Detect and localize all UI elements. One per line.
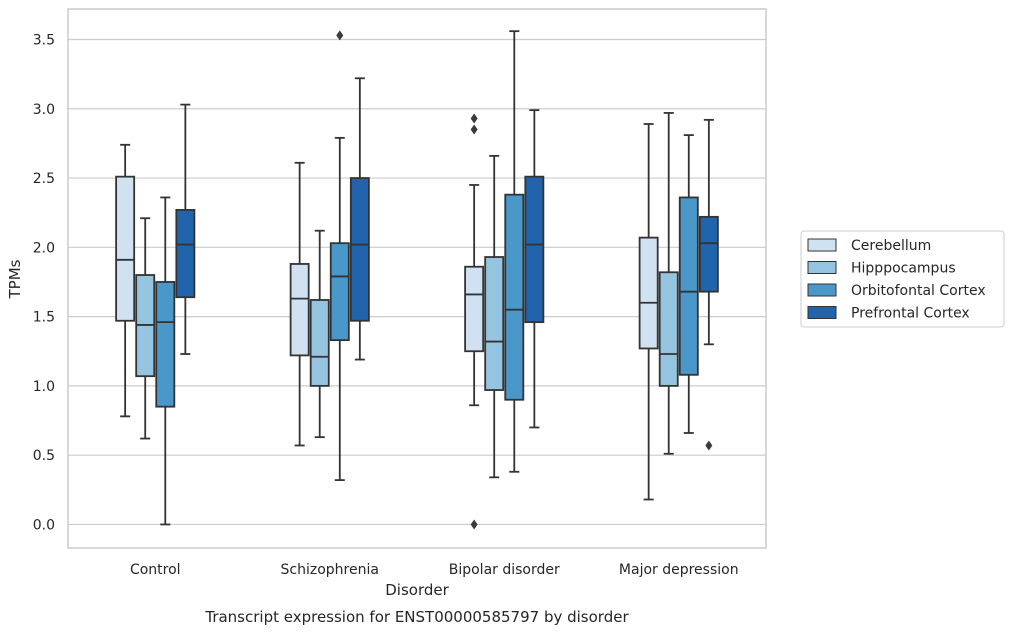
- legend-swatch: [807, 261, 837, 274]
- legend-label: Prefrontal Cortex: [851, 306, 970, 322]
- x-tick-label: Control: [130, 562, 181, 578]
- outlier-marker: [470, 113, 478, 124]
- box-2-4: [349, 77, 370, 361]
- box-body: [175, 209, 196, 299]
- box-body: [289, 263, 310, 357]
- chart-caption: Transcript expression for ENST0000058579…: [204, 608, 629, 626]
- box-4-1: [638, 123, 659, 501]
- x-axis-ticks: Control Schizophrenia Bipolar disorder Majo…: [130, 562, 739, 578]
- y-axis-ticks: 0.0 0.5 1.0 1.5 2.0 2.5 3.0 3.5: [33, 32, 55, 533]
- box-3-2: [484, 154, 505, 479]
- legend-swatch: [807, 306, 837, 319]
- box-body: [329, 242, 350, 342]
- legend-label: Orbitofontal Cortex: [851, 283, 986, 299]
- y-tick-label: 1.5: [33, 310, 55, 326]
- box-4-3: [678, 134, 699, 434]
- y-axis-label: TPMs: [6, 259, 24, 299]
- box-body: [484, 256, 505, 391]
- y-tick-label: 2.5: [33, 171, 55, 187]
- y-tick-label: 3.0: [33, 102, 55, 118]
- outlier-marker: [470, 519, 478, 530]
- box-1-3: [155, 196, 176, 526]
- box-3-4: [524, 109, 545, 429]
- legend-label: Cerebellum: [851, 238, 931, 254]
- box-3-3: [504, 30, 525, 473]
- outlier-marker: [336, 30, 344, 41]
- y-tick-label: 3.5: [33, 32, 55, 48]
- boxes-layer: [115, 30, 719, 530]
- outlier-marker: [705, 440, 713, 451]
- box-body: [504, 193, 525, 401]
- box-2-2: [309, 229, 330, 439]
- box-body: [309, 299, 330, 387]
- legend-swatch: [807, 238, 837, 252]
- box-4-2: [658, 112, 679, 455]
- y-tick-label: 1.0: [33, 379, 55, 395]
- y-tick-label: 0.5: [33, 448, 55, 464]
- box-body: [155, 281, 176, 408]
- box-2-1: [289, 161, 310, 447]
- x-tick-label: Bipolar disorder: [449, 562, 560, 578]
- box-4-4: [698, 118, 719, 451]
- legend-swatch: [807, 283, 837, 297]
- box-1-1: [115, 143, 136, 418]
- outlier-marker: [470, 124, 478, 135]
- box-body: [698, 215, 719, 293]
- box-body: [464, 265, 485, 353]
- box-1-4: [175, 103, 196, 355]
- x-tick-label: Major depression: [619, 562, 739, 578]
- box-3-1: [464, 113, 485, 530]
- box-body: [638, 236, 659, 350]
- x-axis-label: Disorder: [385, 581, 449, 599]
- legend-label: Hipppocampus: [851, 261, 956, 277]
- plot-frame: [67, 8, 767, 549]
- box-2-3: [329, 30, 350, 482]
- y-tick-label: 2.0: [33, 240, 55, 256]
- box-1-2: [135, 217, 156, 440]
- x-tick-label: Schizophrenia: [281, 562, 379, 578]
- box-body: [115, 175, 136, 322]
- box-body: [349, 177, 370, 322]
- legend: Cerebellum Hipppocampus Orbitofontal Corte…: [800, 230, 1005, 328]
- y-tick-label: 0.0: [33, 517, 55, 533]
- box-body: [658, 271, 679, 387]
- box-body: [524, 175, 545, 324]
- legend-frame: [800, 230, 1005, 328]
- box-body: [678, 196, 699, 376]
